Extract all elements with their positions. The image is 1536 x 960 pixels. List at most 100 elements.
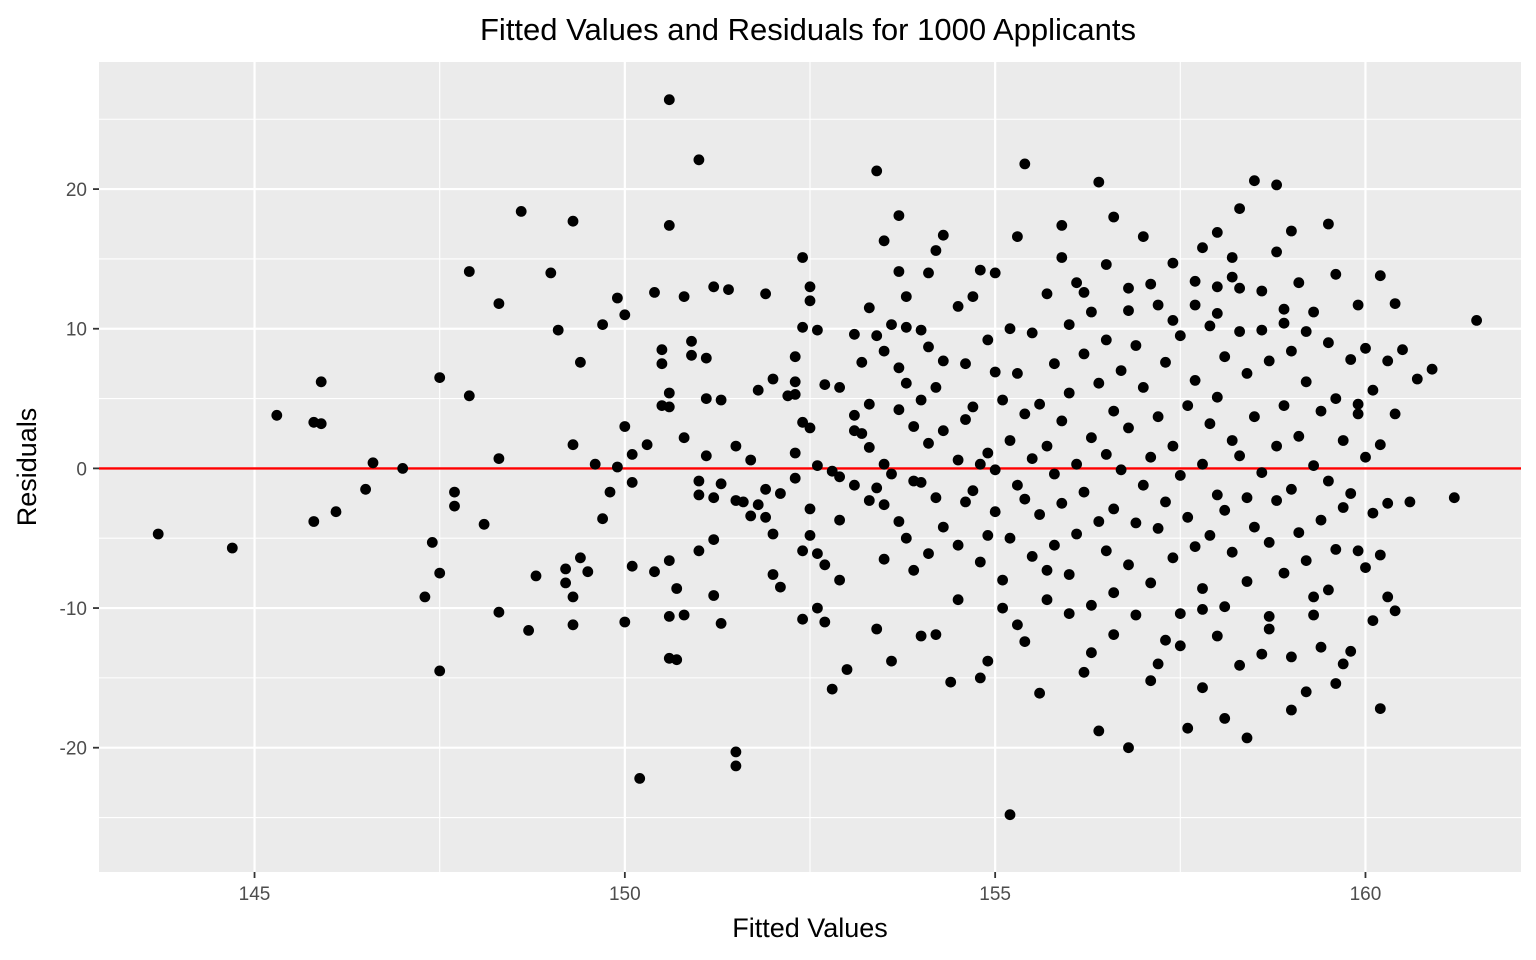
data-point — [1286, 704, 1297, 716]
data-point — [597, 513, 608, 525]
data-point — [308, 516, 320, 527]
data-point — [834, 382, 845, 393]
data-point — [1115, 365, 1127, 376]
y-axis-title: Residuals — [12, 408, 42, 527]
data-point — [1019, 493, 1031, 505]
data-point — [863, 302, 875, 314]
data-point — [915, 394, 927, 406]
data-point — [863, 442, 875, 453]
data-point — [226, 542, 238, 554]
data-point — [271, 409, 283, 421]
data-point — [641, 439, 653, 451]
data-point — [663, 387, 675, 399]
data-point — [812, 602, 823, 614]
data-point — [1100, 545, 1112, 557]
data-point — [1204, 320, 1216, 332]
data-point — [1226, 252, 1238, 263]
data-point — [849, 409, 860, 421]
data-point — [1056, 252, 1068, 263]
data-point — [1241, 492, 1253, 504]
data-point — [789, 389, 801, 400]
data-point — [1174, 640, 1186, 652]
data-point — [1174, 470, 1186, 481]
data-point — [1211, 489, 1223, 501]
data-point — [1182, 400, 1194, 411]
data-point — [886, 468, 897, 480]
data-point — [1204, 530, 1216, 541]
data-point — [812, 460, 823, 471]
data-point — [1426, 363, 1438, 375]
data-point — [152, 528, 164, 540]
data-point — [1271, 179, 1282, 191]
data-point — [1345, 354, 1357, 365]
data-point — [1337, 658, 1349, 670]
data-point — [619, 421, 631, 432]
data-point — [730, 760, 742, 772]
data-point — [619, 616, 631, 628]
data-point — [960, 358, 971, 370]
data-point — [878, 499, 890, 511]
data-point — [797, 545, 808, 557]
data-point — [878, 553, 890, 565]
data-point — [923, 267, 934, 279]
data-point — [1071, 277, 1082, 289]
data-point — [1241, 732, 1253, 744]
data-point — [693, 475, 705, 487]
data-point — [1137, 231, 1149, 243]
data-point — [967, 485, 979, 497]
data-point — [952, 301, 964, 312]
data-point — [812, 324, 823, 336]
data-point — [1160, 634, 1171, 646]
data-point — [1308, 609, 1319, 621]
data-point — [849, 479, 860, 491]
data-point — [1249, 521, 1260, 533]
data-point — [856, 428, 868, 439]
data-point — [886, 319, 897, 330]
data-point — [708, 534, 720, 545]
data-point — [1263, 355, 1275, 367]
data-point — [804, 295, 816, 307]
data-point — [1315, 405, 1327, 417]
data-point — [1167, 315, 1179, 326]
data-point — [1211, 391, 1223, 403]
data-point — [767, 373, 779, 385]
data-point — [767, 528, 779, 540]
data-point — [715, 394, 727, 406]
data-point — [671, 654, 683, 666]
data-point — [1197, 242, 1208, 254]
data-point — [789, 351, 801, 363]
data-point — [797, 252, 808, 263]
data-point — [1123, 305, 1134, 316]
data-point — [560, 577, 571, 589]
data-point — [1182, 722, 1194, 734]
data-point — [1189, 541, 1201, 552]
data-point — [1167, 440, 1179, 452]
data-point — [974, 556, 986, 568]
y-tick-label: 0 — [76, 459, 87, 480]
x-tick-label: 155 — [979, 884, 1011, 905]
data-point — [1063, 569, 1075, 580]
data-point — [1130, 517, 1142, 529]
data-point — [1300, 686, 1312, 698]
data-point — [1026, 551, 1038, 562]
data-point — [804, 281, 816, 293]
data-point — [693, 154, 705, 166]
data-point — [945, 676, 957, 688]
data-point — [1352, 398, 1364, 410]
data-point — [1152, 299, 1164, 311]
data-point — [1293, 527, 1305, 538]
data-point — [1063, 319, 1075, 330]
data-point — [1234, 450, 1245, 462]
y-tick-label: 20 — [66, 180, 87, 201]
data-point — [1123, 282, 1134, 294]
data-point — [1241, 368, 1253, 379]
data-point — [1249, 175, 1260, 187]
data-point — [982, 334, 994, 346]
data-point — [1211, 227, 1223, 238]
data-point — [612, 461, 623, 473]
data-point — [797, 321, 808, 333]
data-point — [1241, 576, 1253, 587]
data-point — [760, 511, 771, 523]
x-tick-label: 160 — [1350, 884, 1382, 905]
data-point — [1286, 483, 1297, 495]
